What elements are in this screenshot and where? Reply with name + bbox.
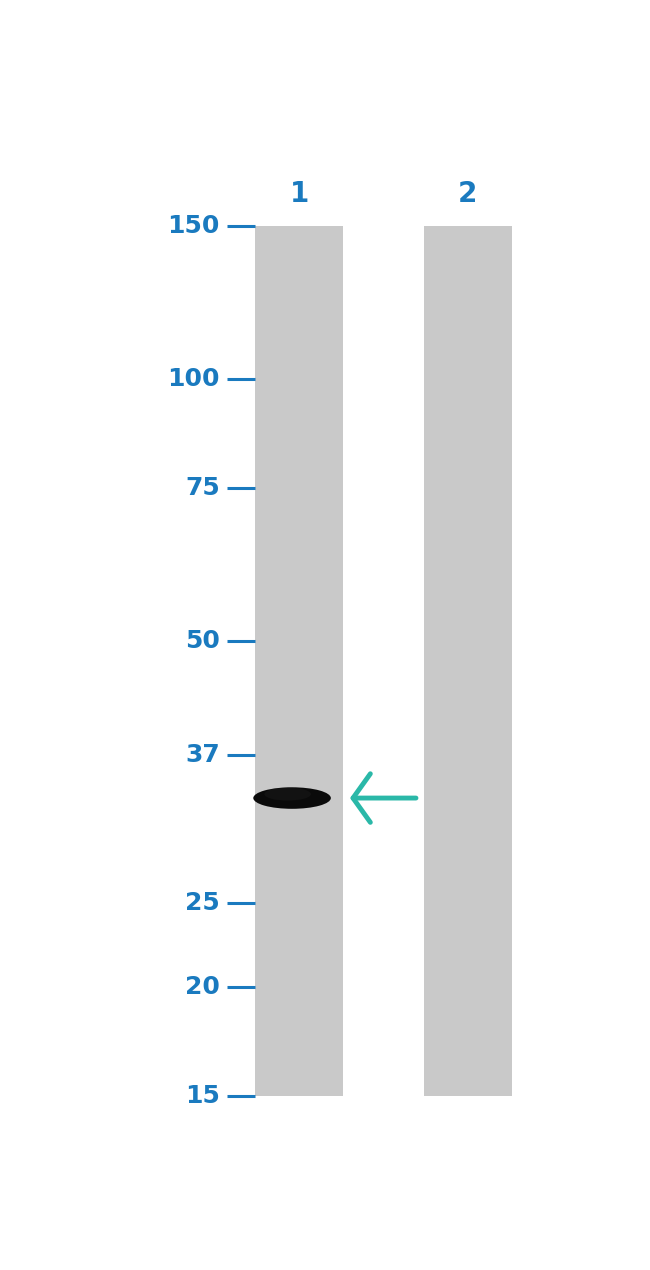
Bar [255,226,343,1096]
Text: 100: 100 [167,367,220,391]
Text: 20: 20 [185,975,220,999]
Text: 2: 2 [458,180,478,208]
Text: 15: 15 [185,1085,220,1107]
Text: 37: 37 [185,743,220,767]
Bar [424,226,512,1096]
Ellipse shape [254,787,331,809]
Ellipse shape [265,787,311,800]
Text: 150: 150 [168,213,220,237]
Text: 1: 1 [289,180,309,208]
Text: 75: 75 [185,476,220,499]
Text: 50: 50 [185,629,220,653]
Text: 25: 25 [185,892,220,914]
